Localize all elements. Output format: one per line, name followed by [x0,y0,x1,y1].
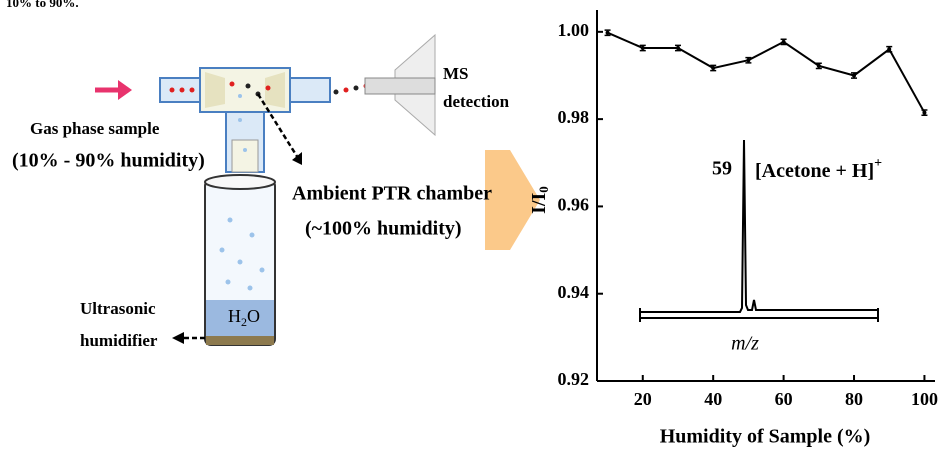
y-tick-label: 0.92 [558,369,590,389]
x-tick-label: 100 [911,389,938,409]
inset-spectrum [640,139,878,313]
diagram [95,33,540,346]
chart: 59 [Acetone + H]+ m/z Humidity of Sample… [528,10,935,448]
data-point [675,45,680,50]
label: (~100% humidity) [305,218,462,240]
transducer [206,336,274,345]
pointer-head [292,152,302,165]
x-tick-label: 20 [634,389,652,409]
inlet-arrowhead [118,80,132,100]
x-tick-label: 40 [704,389,722,409]
y-tick-label: 0.96 [558,195,590,215]
water-label: H2O [228,306,260,329]
y-tick-label: 0.98 [558,107,590,127]
cone-left [205,72,225,108]
label: Gas phase sample [30,119,160,138]
x-tick-label: 60 [775,389,793,409]
water [206,300,274,342]
data-point [922,110,927,115]
data-point [711,66,716,71]
label: (10% - 90% humidity) [12,150,205,172]
data-point [852,73,857,78]
data-point [781,39,786,44]
data-point [640,45,645,50]
top-note: 10% to 90%. [6,0,79,10]
data-line [607,31,926,114]
x-tick-label: 80 [845,389,863,409]
label: Ambient PTR chamber [292,183,492,205]
data-point [746,58,751,63]
x-axis-title: Humidity of Sample (%) [660,426,871,448]
inset-axis [639,308,879,322]
flow-arrow [485,150,540,250]
inset-peak: 59 [712,158,732,180]
data-point [816,63,821,68]
y-axis-title: I/I0 [528,186,551,214]
label: MS [443,64,469,83]
pointer [256,93,300,159]
y-tick-label: 0.94 [558,282,590,302]
y-tick-label: 1.00 [558,20,590,40]
label: detection [443,92,510,111]
inset-ion: [Acetone + H]+ [755,156,882,181]
label: Ultrasonic [80,299,156,318]
humidifier-pointer-head [172,332,184,344]
adapter [231,139,259,173]
label: humidifier [80,331,158,350]
droplets [219,217,265,291]
data-point [605,30,610,35]
cone-right [265,72,285,108]
inset-xlabel: m/z [731,333,759,355]
ms-inlet [364,77,436,95]
data-point [887,47,892,52]
humidifier-top [204,174,276,190]
